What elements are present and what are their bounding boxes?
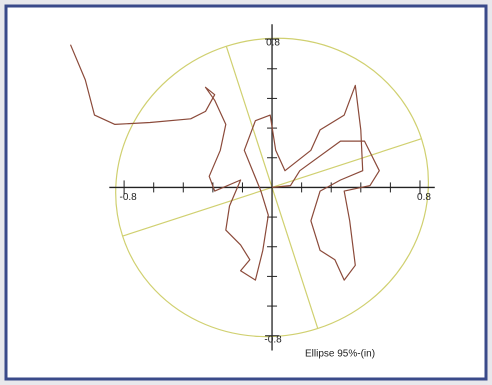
ellipse-label: Ellipse 95%-(in) (305, 349, 375, 360)
plot-frame (4, 4, 488, 381)
x-tick-label: 0.8 (417, 192, 431, 203)
x-tick-label: -0.8 (119, 192, 137, 203)
y-tick-label: 0.8 (266, 38, 280, 49)
plot-area: -0.8 0.8 -0.8 0.8 (69, 24, 435, 351)
trajectory (69, 44, 380, 281)
y-tick-label: -0.8 (264, 334, 282, 345)
